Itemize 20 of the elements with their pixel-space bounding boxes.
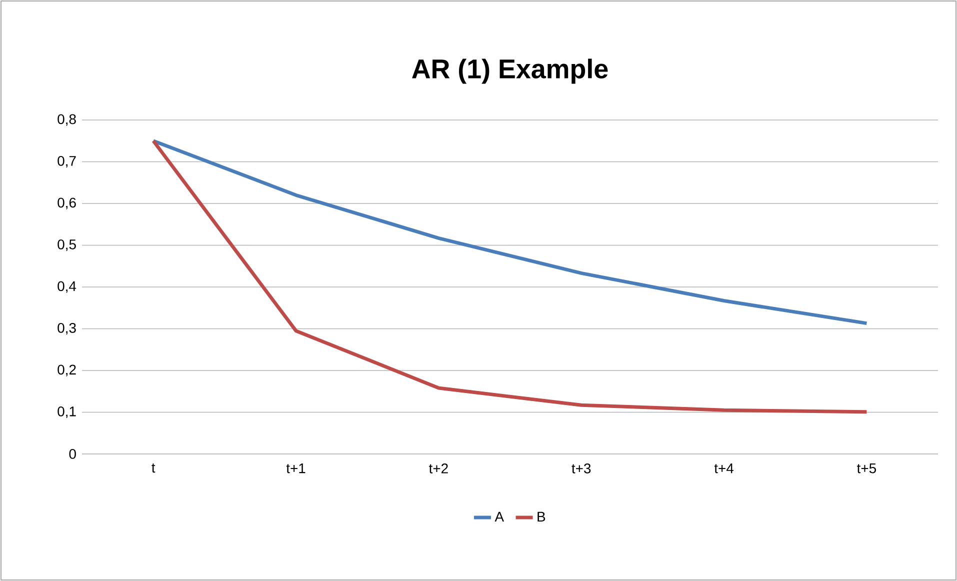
legend-label: B bbox=[538, 512, 546, 522]
x-tick-label: t+1 bbox=[286, 464, 306, 474]
y-tick-label: 0,8 bbox=[58, 114, 76, 126]
y-tick-label: 0,1 bbox=[58, 406, 76, 418]
y-tick-label: 0 bbox=[69, 449, 76, 459]
y-tick-label: 0,3 bbox=[58, 322, 76, 334]
y-tick-label: 0,5 bbox=[58, 239, 76, 251]
chart-title: AR (1) Example bbox=[412, 58, 608, 84]
legend-label: A bbox=[494, 512, 504, 522]
x-tick-label: t+5 bbox=[857, 464, 876, 474]
x-tick-label: t+3 bbox=[572, 463, 591, 474]
line-series bbox=[152, 139, 868, 414]
x-tick-label: t bbox=[152, 464, 156, 473]
x-tick-label: t+2 bbox=[429, 463, 448, 474]
y-tick-label: 0,7 bbox=[58, 156, 76, 168]
y-tick-label: 0,6 bbox=[58, 198, 76, 210]
line-series bbox=[152, 139, 868, 326]
y-tick-label: 0,2 bbox=[58, 364, 76, 376]
y-tick-label: 0,4 bbox=[58, 281, 76, 293]
x-tick-label: t+4 bbox=[714, 464, 734, 474]
